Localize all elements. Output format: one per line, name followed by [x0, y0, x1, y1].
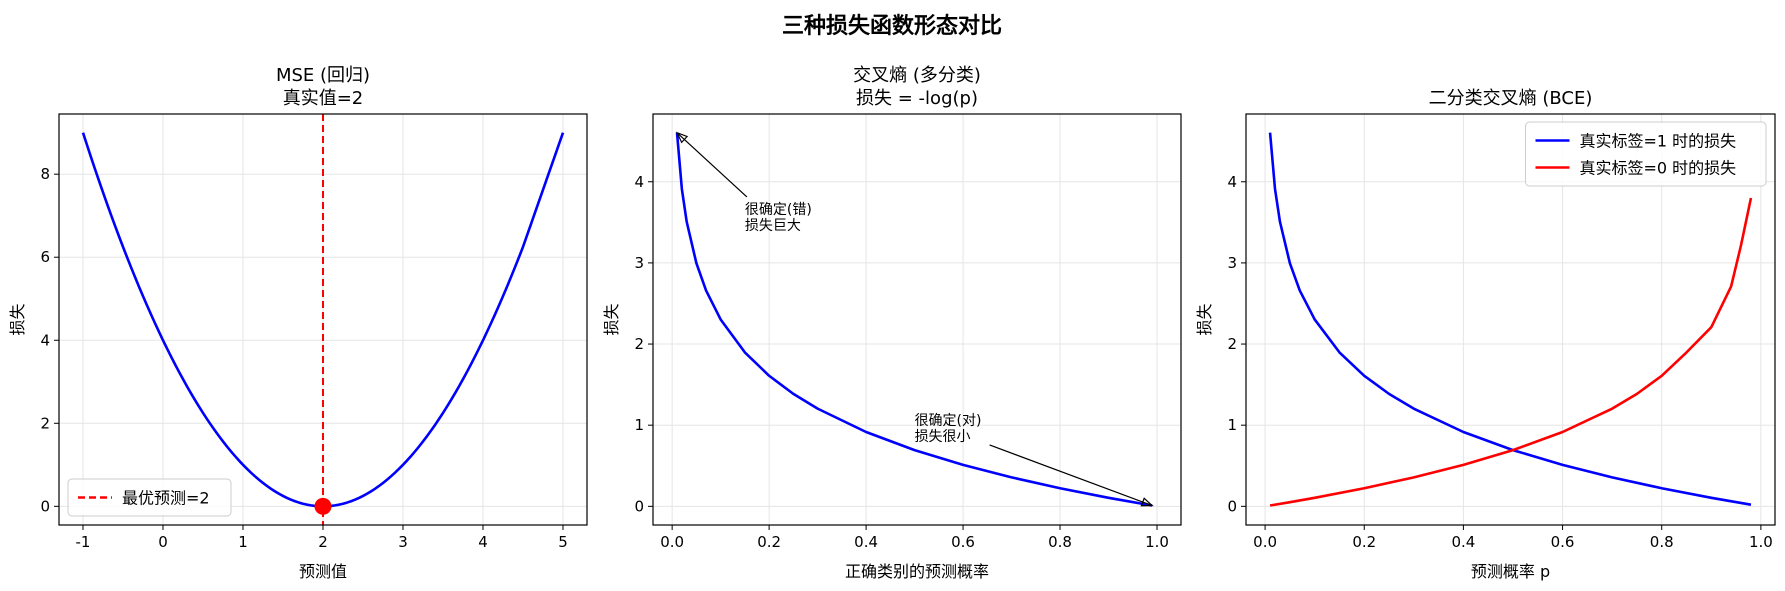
chart-title: 损失 = -log(p) — [856, 88, 978, 109]
x-tick-label: 4 — [478, 533, 488, 551]
x-tick-label: 1.0 — [1749, 533, 1773, 551]
x-tick-label: 1 — [238, 533, 248, 551]
y-tick-label: 4 — [634, 173, 644, 191]
legend-frame — [1525, 121, 1767, 187]
annotation-text: 很确定(对) — [915, 413, 982, 429]
y-tick-label: 1 — [634, 416, 644, 434]
x-axis-label: 预测概率 p — [1471, 562, 1550, 581]
chart-1: -1 0 1 2 3 4 5 0 2 4 6 8 预测值 损失 MSE (回归)真实值=2 最优预测=2 — [8, 65, 588, 581]
y-tick-label: 3 — [1227, 254, 1237, 272]
y-axis-label: 损失 — [602, 303, 621, 335]
legend-frame — [67, 478, 232, 517]
y-tick-label: 2 — [40, 414, 50, 432]
axes-frame — [652, 113, 1182, 526]
chart-3: 0.0 0.2 0.4 0.6 0.8 1.0 0 1 2 3 4 预测概率 p 损失 二分类交叉熵 (B… — [1195, 88, 1776, 581]
x-tick-label: 2 — [318, 533, 328, 551]
x-tick-label: 0.6 — [1551, 533, 1575, 551]
axes-frame — [1245, 113, 1776, 526]
y-tick-label: 0 — [634, 497, 644, 515]
annotation-arrow-line — [678, 133, 748, 198]
plot-area — [675, 132, 1153, 507]
legend-label: 真实标签=1 时的损失 — [1580, 132, 1737, 151]
annotation-text: 很确定(错) — [745, 202, 812, 218]
x-tick-label: 0.0 — [660, 533, 684, 551]
y-tick-label: 2 — [634, 335, 644, 353]
legend-label: 最优预测=2 — [122, 489, 210, 508]
x-tick-label: 5 — [558, 533, 568, 551]
x-tick-label: 1.0 — [1145, 533, 1169, 551]
x-tick-label: 0.8 — [1650, 533, 1674, 551]
legend-label: 真实标签=0 时的损失 — [1580, 159, 1737, 178]
x-axis-label: 预测值 — [299, 562, 347, 581]
y-tick-label: 6 — [40, 248, 50, 266]
y-tick-label: 2 — [1227, 335, 1237, 353]
x-tick-label: 0.0 — [1253, 533, 1277, 551]
x-tick-label: 0.4 — [854, 533, 878, 551]
x-tick-label: 0 — [158, 533, 168, 551]
annotation-arrow-line — [989, 444, 1151, 506]
y-axis-label: 损失 — [1195, 303, 1214, 335]
x-tick-label: 0.2 — [1352, 533, 1376, 551]
y-tick-label: 0 — [40, 497, 50, 515]
annotation-text: 损失很小 — [915, 429, 971, 445]
chart-title: MSE (回归) — [276, 65, 370, 86]
x-tick-label: 0.6 — [951, 533, 975, 551]
y-tick-label: 4 — [1227, 173, 1237, 191]
charts-container: -1 0 1 2 3 4 5 0 2 4 6 8 预测值 损失 MSE (回归)真实值=2 最优预测=2 很确定… — [8, 65, 1776, 581]
series-line-1 — [1268, 132, 1752, 506]
legend: 最优预测=2 — [67, 478, 232, 517]
annotation-text: 损失巨大 — [745, 218, 801, 234]
chart-title: 二分类交叉熵 (BCE) — [1429, 88, 1593, 109]
x-tick-label: 3 — [398, 533, 408, 551]
x-tick-label: 0.4 — [1451, 533, 1475, 551]
series-line-2 — [1269, 197, 1753, 507]
chart-title: 真实值=2 — [283, 88, 364, 109]
x-tick-label: 0.2 — [757, 533, 781, 551]
plot-area — [1268, 132, 1753, 507]
x-axis-label: 正确类别的预测概率 — [845, 562, 989, 581]
figure-title: 三种损失函数形态对比 — [782, 13, 1002, 39]
annotation-arrow-head — [1140, 497, 1154, 507]
y-tick-label: 3 — [634, 254, 644, 272]
series-line-1 — [675, 132, 1153, 507]
y-tick-label: 4 — [40, 331, 50, 349]
y-axis-label: 损失 — [8, 303, 27, 335]
y-tick-label: 8 — [40, 165, 50, 183]
y-tick-label: 0 — [1227, 497, 1237, 515]
y-tick-label: 1 — [1227, 416, 1237, 434]
x-tick-label: 0.8 — [1048, 533, 1072, 551]
optimal-point-marker — [314, 497, 332, 515]
x-tick-label: -1 — [76, 533, 91, 551]
chart-title: 交叉熵 (多分类) — [853, 65, 981, 86]
annotation-arrow-head — [675, 131, 689, 144]
